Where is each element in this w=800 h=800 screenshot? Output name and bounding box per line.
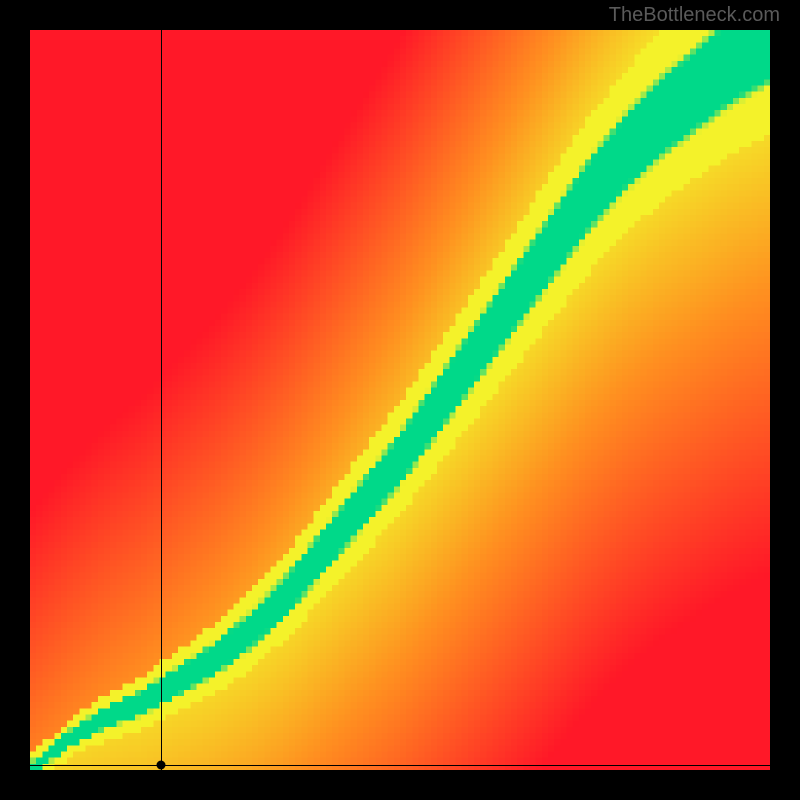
heatmap-plot <box>30 30 770 770</box>
watermark-text: TheBottleneck.com <box>609 4 780 27</box>
marker-dot <box>156 760 165 769</box>
crosshair-horizontal <box>30 765 770 766</box>
heatmap-canvas <box>30 30 770 770</box>
crosshair-vertical <box>161 30 162 770</box>
